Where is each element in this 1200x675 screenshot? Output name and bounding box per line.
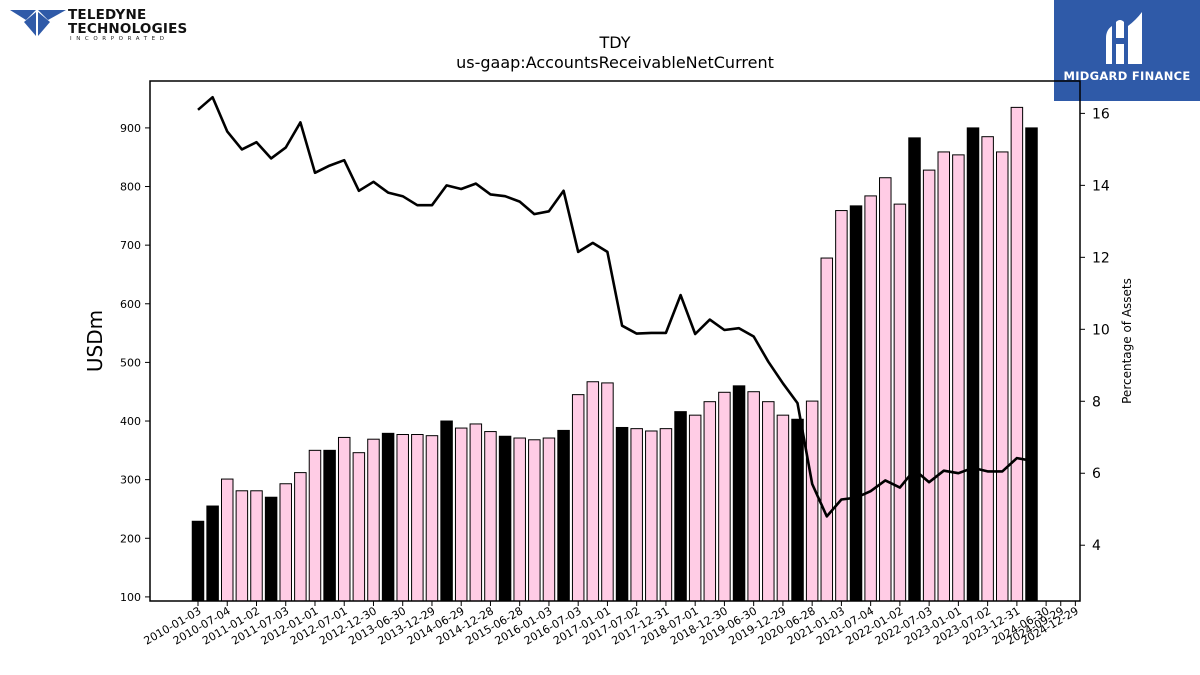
- bar-2017-07-02: [630, 428, 643, 602]
- y-tick-label-800: 800: [120, 181, 141, 194]
- bar-2016-04-03: [557, 429, 570, 602]
- bar-2023-01-01: [952, 154, 965, 602]
- bar-2010-04-04: [206, 505, 219, 602]
- teledyne-logo-line1: TELEDYNE: [68, 7, 147, 23]
- y-axis-right: 4 6 8 10 12 14 16: [1080, 106, 1110, 554]
- bar-2021-07-04: [864, 195, 877, 602]
- chart-subtitle: us-gaap:AccountsReceivableNetCurrent: [456, 53, 774, 72]
- bar-2014-12-28: [484, 431, 497, 602]
- bar-2012-07-01: [337, 436, 351, 602]
- bar-2011-04-03: [264, 496, 278, 602]
- midgard-finance-logo-text: MIDGARD FINANCE: [1063, 69, 1191, 83]
- bar-2024-03-31: [1025, 127, 1038, 602]
- bar-2023-04-02: [966, 127, 980, 602]
- bar-2019-03-31: [732, 385, 746, 602]
- y-tick-label-400: 400: [120, 415, 141, 428]
- bar-2015-06-28: [513, 437, 526, 602]
- chart-title: TDY: [599, 33, 631, 52]
- bar-2013-03-31: [381, 432, 395, 602]
- bar-2014-06-29: [454, 427, 468, 602]
- bar-2018-12-30: [718, 391, 731, 602]
- y-tick-label-900: 900: [120, 122, 141, 135]
- y2-tick-label-4: 4: [1092, 538, 1101, 554]
- bar-2012-09-30: [352, 452, 366, 602]
- y-axis-label: USDm: [83, 310, 107, 372]
- bar-2017-10-01: [645, 430, 658, 602]
- x-axis: 2010-01-032010-07-042011-01-022011-07-03…: [142, 601, 1081, 648]
- y2-tick-label-16: 16: [1092, 106, 1110, 122]
- bar-2014-03-30: [440, 420, 453, 602]
- bar-2011-01-02: [250, 490, 263, 602]
- bar-2013-12-29: [425, 435, 439, 602]
- y-tick-label-300: 300: [120, 474, 141, 487]
- bar-2020-09-27: [820, 257, 834, 602]
- bar-2022-04-03: [908, 137, 921, 602]
- bar-2015-09-27: [528, 439, 541, 602]
- bar-2012-04-01: [323, 449, 336, 602]
- bar-2022-10-02: [937, 151, 951, 602]
- y2-tick-label-14: 14: [1092, 178, 1110, 194]
- bar-2021-10-03: [879, 177, 892, 602]
- percentage-line: [197, 95, 1032, 518]
- bar-2011-10-02: [294, 472, 307, 602]
- bar-2016-07-03: [571, 394, 585, 602]
- y-tick-label-600: 600: [120, 298, 141, 311]
- bar-2018-07-01: [688, 414, 702, 602]
- bar-2023-12-31: [1010, 106, 1024, 602]
- percentage-line-series: [197, 95, 1032, 518]
- bar-2013-06-30: [396, 434, 409, 602]
- bar-2010-01-03: [191, 520, 205, 602]
- bar-2012-12-30: [367, 438, 380, 602]
- teledyne-emblem-icon: [10, 10, 66, 36]
- y-tick-label-500: 500: [120, 356, 141, 369]
- bar-2019-06-30: [747, 391, 760, 602]
- bar-2020-06-28: [805, 400, 819, 602]
- bar-2012-01-01: [308, 449, 322, 602]
- bar-2021-04-04: [849, 205, 863, 602]
- bar-2023-07-02: [981, 136, 994, 602]
- bar-2022-01-02: [893, 203, 907, 602]
- y2-tick-label-12: 12: [1092, 250, 1110, 266]
- y-axis-left: 100 200 300 400 500 600 700 800 900: [120, 122, 150, 604]
- bar-2019-09-29: [762, 401, 775, 602]
- bar-2018-09-30: [703, 401, 717, 602]
- bar-2016-10-02: [586, 381, 600, 602]
- bar-2018-04-01: [674, 411, 687, 602]
- bar-2017-01-01: [601, 382, 614, 602]
- midgard-finance-logo: MIDGARD FINANCE: [1054, 0, 1200, 101]
- bar-2020-03-29: [791, 418, 804, 602]
- bar-2010-10-03: [235, 490, 249, 602]
- bar-2010-07-04: [220, 478, 234, 602]
- bar-2016-01-03: [542, 437, 556, 602]
- teledyne-logo-line3: INCORPORATED: [70, 36, 169, 42]
- bar-2017-04-02: [615, 426, 629, 602]
- bar-2021-01-03: [835, 210, 848, 602]
- teledyne-logo: TELEDYNE TECHNOLOGIES INCORPORATED: [8, 6, 187, 46]
- y-tick-label-700: 700: [120, 239, 141, 252]
- y-tick-label-100: 100: [120, 591, 141, 604]
- bar-2011-07-03: [279, 483, 292, 602]
- plot-frame: [149, 80, 1081, 602]
- bar-2014-09-28: [469, 423, 483, 602]
- y2-tick-label-8: 8: [1092, 394, 1101, 410]
- y2-tick-label-6: 6: [1092, 466, 1101, 482]
- bar-2017-12-31: [659, 428, 673, 602]
- bar-2023-10-01: [996, 151, 1009, 602]
- bar-2015-03-29: [498, 435, 512, 602]
- y2-tick-label-10: 10: [1092, 322, 1110, 338]
- bar-2013-09-29: [411, 434, 424, 602]
- teledyne-logo-line2: TECHNOLOGIES: [68, 21, 188, 37]
- y2-axis-label: Percentage of Assets: [1120, 278, 1134, 404]
- bar-2022-07-03: [922, 169, 936, 602]
- midgard-emblem-icon: [1106, 12, 1142, 64]
- bar-2019-12-29: [776, 414, 790, 602]
- y-tick-label-200: 200: [120, 532, 141, 545]
- bar-series: [191, 106, 1038, 602]
